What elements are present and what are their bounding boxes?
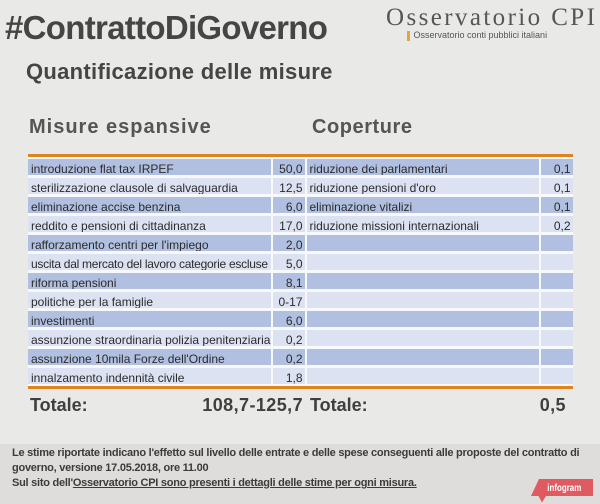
svg-text:infogram: infogram [547, 482, 581, 494]
